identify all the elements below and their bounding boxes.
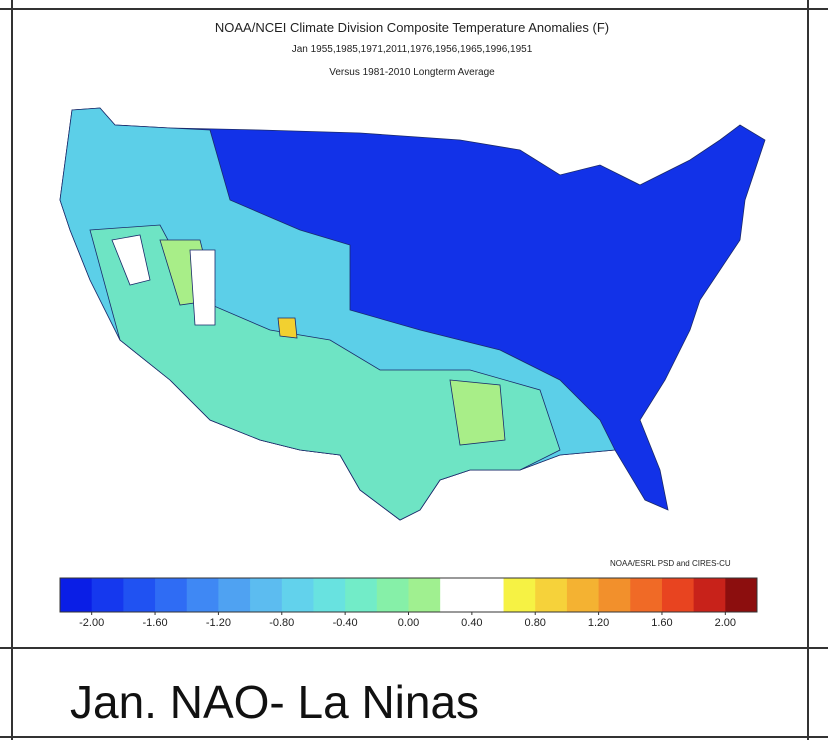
colorbar-bin bbox=[535, 578, 568, 612]
us-map bbox=[59, 107, 766, 521]
map-subtitle: Jan 1955,1985,1971,2011,1976,1956,1965,1… bbox=[292, 44, 533, 55]
colorbar-bin bbox=[440, 578, 473, 612]
colorbar-label: -0.80 bbox=[269, 617, 294, 629]
colorbar-label: 2.00 bbox=[715, 617, 736, 629]
colorbar-label: -1.60 bbox=[143, 617, 168, 629]
colorbar-bin bbox=[186, 578, 219, 612]
colorbar-bin bbox=[566, 578, 600, 612]
colorbar-label: 0.00 bbox=[398, 617, 419, 629]
colorbar: -2.00 -1.60 -1.20 -0.80 -0.40 0.00 0.40 0.80 1.2… bbox=[59, 577, 758, 629]
map-baseline: Versus 1981-2010 Longterm Average bbox=[329, 67, 495, 78]
colorbar-bin bbox=[91, 578, 124, 612]
colorbar-bin bbox=[503, 578, 536, 612]
colorbar-bin bbox=[408, 578, 441, 612]
colorbar-bin bbox=[155, 578, 188, 612]
colorbar-bin bbox=[218, 578, 251, 612]
colorbar-bin bbox=[123, 578, 156, 612]
colorbar-bin bbox=[471, 578, 505, 612]
colorbar-bin bbox=[313, 578, 346, 612]
colorbar-label: -2.00 bbox=[79, 617, 104, 629]
colorbar-label: 0.80 bbox=[525, 617, 546, 629]
colorbar-label: -1.20 bbox=[206, 617, 231, 629]
colorbar-label: -0.40 bbox=[333, 617, 358, 629]
colorbar-label: 0.40 bbox=[461, 617, 482, 629]
colorbar-label: 1.60 bbox=[651, 617, 672, 629]
colorbar-label: 1.20 bbox=[588, 617, 609, 629]
colorbar-bin bbox=[376, 578, 409, 612]
colorbar-bin bbox=[661, 578, 695, 612]
credit: NOAA/ESRL PSD and CIRES-CU bbox=[610, 559, 731, 568]
colorbar-bin bbox=[598, 578, 631, 612]
colorbar-bin bbox=[345, 578, 378, 612]
map-title: NOAA/NCEI Climate Division Composite Tem… bbox=[215, 20, 609, 35]
colorbar-bin bbox=[725, 578, 758, 612]
colorbar-bin bbox=[60, 578, 93, 612]
colorbar-bin bbox=[630, 578, 663, 612]
colorbar-bin bbox=[250, 578, 283, 612]
caption: Jan. NAO- La Ninas bbox=[70, 676, 479, 728]
colorbar-bin bbox=[693, 578, 726, 612]
colorbar-bin bbox=[281, 578, 314, 612]
